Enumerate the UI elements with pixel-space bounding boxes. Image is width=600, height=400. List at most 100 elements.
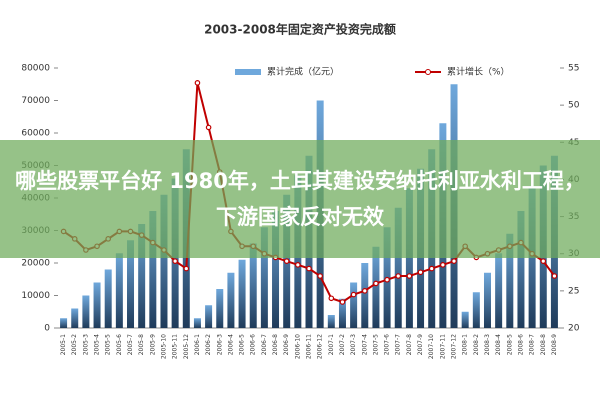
line-marker xyxy=(328,295,335,302)
x-tick-label: 2005-10 xyxy=(160,334,167,359)
x-tick-label: 2005-3 xyxy=(82,334,89,355)
bar xyxy=(517,211,525,328)
x-tick-label: 2007-8 xyxy=(406,334,413,355)
x-tick-label: 2006-10 xyxy=(294,334,301,359)
x-tick-label: 2005-9 xyxy=(149,334,156,355)
x-tick-label: 2005-12 xyxy=(183,334,190,359)
line-marker xyxy=(205,124,212,131)
bar xyxy=(483,272,491,328)
y-tick-label: 0 xyxy=(44,324,50,334)
line-marker xyxy=(317,273,323,279)
line-marker xyxy=(395,273,402,279)
line-marker xyxy=(384,276,390,283)
y-tick-label: 80000 xyxy=(21,64,50,74)
line-marker xyxy=(551,273,558,279)
overlay-banner: 哪些股票平台好 1980年，土耳其建设安纳托利亚水利工程，下游国家反对无效 xyxy=(0,140,600,258)
line-marker xyxy=(440,262,446,268)
x-tick-label: 2008-8 xyxy=(540,334,547,355)
x-tick-label: 2007-12 xyxy=(451,334,458,359)
x-tick-label: 2005-7 xyxy=(127,334,134,355)
x-tick-label: 2007-1 xyxy=(328,334,335,355)
bar xyxy=(149,211,157,328)
bar xyxy=(506,233,514,328)
line-marker xyxy=(306,265,312,272)
x-tick-label: 2005-8 xyxy=(138,334,145,355)
y2-tick-label: 55 xyxy=(568,64,579,74)
legend-swatch xyxy=(235,69,261,75)
line-marker xyxy=(540,258,547,264)
line-marker xyxy=(451,258,457,264)
bar xyxy=(193,318,201,328)
line-marker xyxy=(183,265,190,272)
x-tick-label: 2008-4 xyxy=(495,334,502,355)
x-tick-label: 2007-7 xyxy=(395,334,402,355)
bar xyxy=(82,295,90,328)
x-tick-label: 2006-2 xyxy=(205,334,212,355)
legend-label: 累计完成（亿元） xyxy=(267,66,339,78)
y2-tick-label: 25 xyxy=(568,286,579,296)
x-tick-label: 2006-11 xyxy=(306,334,313,359)
legend-label: 累计增长（%） xyxy=(447,66,510,78)
bar xyxy=(138,224,146,328)
line-marker xyxy=(428,265,435,272)
x-tick-label: 2006-6 xyxy=(250,334,257,355)
line-marker xyxy=(406,273,413,279)
y2-tick-label: 20 xyxy=(568,324,580,334)
bar xyxy=(216,289,224,328)
bar xyxy=(260,227,268,328)
line-marker xyxy=(361,288,368,294)
x-tick-label: 2008-5 xyxy=(506,334,513,355)
bar xyxy=(350,282,358,328)
bar xyxy=(472,292,480,328)
x-tick-label: 2006-9 xyxy=(283,334,290,355)
bar xyxy=(528,188,536,328)
x-tick-label: 2006-7 xyxy=(261,334,268,355)
x-tick-label: 2006-4 xyxy=(227,334,234,355)
bar xyxy=(205,305,213,328)
bar xyxy=(227,272,235,328)
x-tick-label: 2007-2 xyxy=(339,334,346,355)
x-tick-label: 2007-10 xyxy=(428,334,435,359)
bar xyxy=(372,246,380,328)
x-tick-label: 2008-2 xyxy=(473,334,480,355)
x-tick-label: 2006-3 xyxy=(216,334,223,355)
x-tick-label: 2006-8 xyxy=(272,334,279,355)
y2-tick-label: 50 xyxy=(568,101,580,111)
bar xyxy=(461,311,469,328)
bar xyxy=(115,253,123,328)
bar xyxy=(394,207,402,328)
line-marker xyxy=(350,291,357,298)
line-marker xyxy=(194,80,201,86)
line-marker xyxy=(295,262,301,268)
x-tick-label: 2006-1 xyxy=(194,334,201,355)
x-tick-label: 2007-9 xyxy=(417,334,424,355)
bar xyxy=(238,259,246,328)
bar xyxy=(104,269,112,328)
x-tick-label: 2005-6 xyxy=(116,334,123,355)
y-tick-label: 70000 xyxy=(21,96,50,106)
line-marker xyxy=(283,258,290,264)
x-tick-label: 2006-5 xyxy=(239,334,246,355)
bar xyxy=(60,318,68,328)
y-tick-label: 20000 xyxy=(21,259,50,269)
x-tick-label: 2008-3 xyxy=(484,334,491,355)
bar xyxy=(71,308,79,328)
line-marker xyxy=(172,258,178,264)
bar xyxy=(338,298,346,328)
bar xyxy=(495,253,503,328)
line-marker xyxy=(373,280,379,287)
x-tick-label: 2007-4 xyxy=(361,334,368,355)
x-tick-label: 2005-11 xyxy=(172,334,179,359)
x-tick-label: 2005-1 xyxy=(60,334,67,355)
x-tick-label: 2008-1 xyxy=(462,334,469,355)
x-tick-label: 2008-7 xyxy=(529,334,536,355)
overlay-text: 哪些股票平台好 1980年，土耳其建设安纳托利亚水利工程，下游国家反对无效 xyxy=(15,169,585,229)
bar xyxy=(93,282,101,328)
bar xyxy=(272,211,280,328)
bar xyxy=(327,315,335,328)
x-tick-label: 2005-5 xyxy=(105,334,112,355)
x-tick-label: 2008-6 xyxy=(517,334,524,355)
y-tick-label: 60000 xyxy=(21,129,50,139)
x-tick-label: 2007-5 xyxy=(372,334,379,355)
